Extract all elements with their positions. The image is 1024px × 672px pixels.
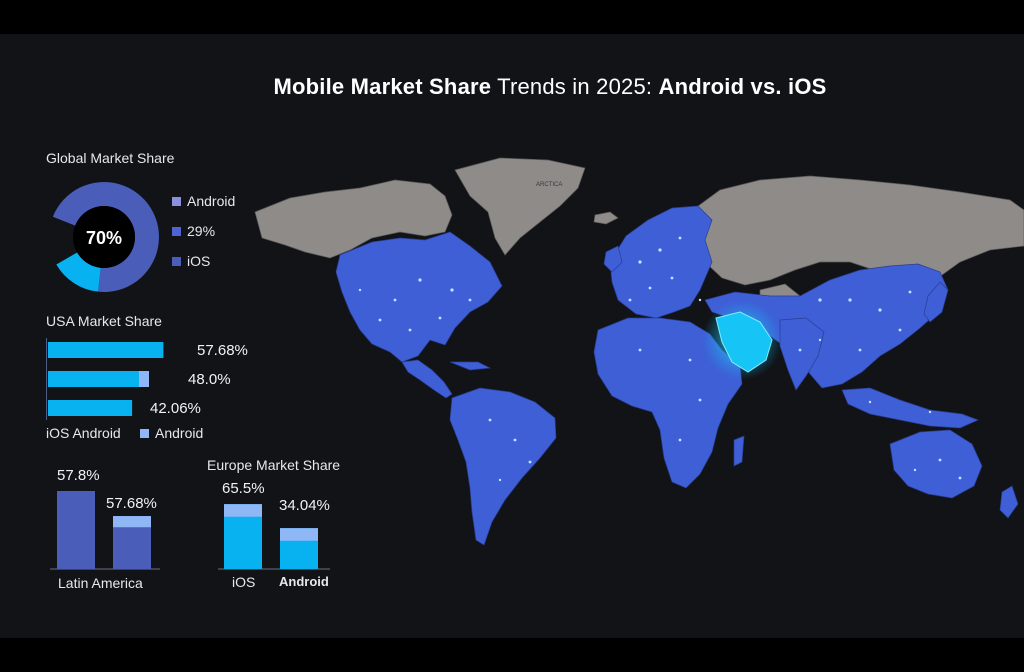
legend-ios-swatch xyxy=(172,256,181,266)
north-america xyxy=(335,231,503,363)
donut-slice-ios xyxy=(56,252,101,292)
australia xyxy=(889,429,983,499)
donut-hole xyxy=(73,206,135,268)
usa-bar-2-segment xyxy=(139,371,149,387)
legend-29-swatch xyxy=(172,226,181,236)
donut-slice-android xyxy=(52,182,160,292)
legend-android-text: Android xyxy=(187,193,236,209)
title-part-3: Android vs. iOS xyxy=(658,74,827,99)
greenland xyxy=(454,157,586,256)
africa xyxy=(593,317,743,489)
europe-bar-1-cap xyxy=(224,504,262,517)
latam-value-2: 57.68% xyxy=(106,495,157,512)
uk xyxy=(603,245,623,273)
europe xyxy=(609,205,713,319)
usa-value-1: 57.68% xyxy=(197,342,248,359)
legend-android-swatch xyxy=(172,196,181,206)
usa-bar-2 xyxy=(48,371,144,387)
page-title: Mobile Market Share Trends in 2025: Andr… xyxy=(0,74,1024,100)
city-lights xyxy=(358,236,962,482)
madagascar xyxy=(733,435,745,467)
central-america xyxy=(401,359,453,399)
south-america xyxy=(449,387,557,546)
legend-29-text: 29% xyxy=(187,223,216,239)
europe-bar-2-cap xyxy=(280,528,318,541)
russia-asia-grey xyxy=(689,175,1024,286)
southeast-asia-islands xyxy=(841,387,979,429)
legend-ios: iOS xyxy=(172,253,210,269)
caribbean xyxy=(449,361,492,371)
europe-category-android: Android xyxy=(279,574,329,589)
europe-value-2: 34.04% xyxy=(279,497,330,514)
usa-value-2: 48.0% xyxy=(188,371,231,388)
europe-value-1: 65.5% xyxy=(222,480,265,497)
global-title: Global Market Share xyxy=(46,150,175,166)
legend-android: Android xyxy=(172,193,235,209)
iceland xyxy=(593,211,619,225)
usa-title: USA Market Share xyxy=(46,313,162,329)
donut-center-label: 70% xyxy=(86,228,122,248)
usa-legend-ios-android: iOS Android xyxy=(46,425,121,441)
japan xyxy=(923,281,949,323)
usa-value-3: 42.06% xyxy=(150,400,201,417)
europe-title: Europe Market Share xyxy=(207,457,341,473)
title-part-2: Trends in 2025: xyxy=(491,74,659,99)
usa-legend-android-swatch xyxy=(140,428,149,438)
india xyxy=(779,317,825,391)
alaska-north-america-grey xyxy=(254,179,453,259)
usa-axis-line xyxy=(46,338,47,420)
latam-bar-1 xyxy=(57,490,95,569)
new-zealand xyxy=(999,485,1019,519)
usa-legend-android-text: Android xyxy=(155,425,204,441)
latam-category-label: Latin America xyxy=(58,575,143,591)
title-part-1: Mobile Market Share xyxy=(273,74,492,99)
legend-29: 29% xyxy=(172,223,215,239)
usa-bar-3 xyxy=(48,400,133,416)
europe-category-ios: iOS xyxy=(232,574,256,590)
latam-bar-2-cap xyxy=(113,516,151,528)
arabian-peninsula xyxy=(715,311,773,373)
latam-value-1: 57.8% xyxy=(57,467,100,484)
legend-ios-text: iOS xyxy=(187,253,211,269)
usa-bar-1 xyxy=(48,342,164,358)
greenland-label: ARCTICA xyxy=(536,182,562,188)
global-donut: 70% xyxy=(52,182,160,292)
usa-legend-android: Android xyxy=(140,425,203,441)
